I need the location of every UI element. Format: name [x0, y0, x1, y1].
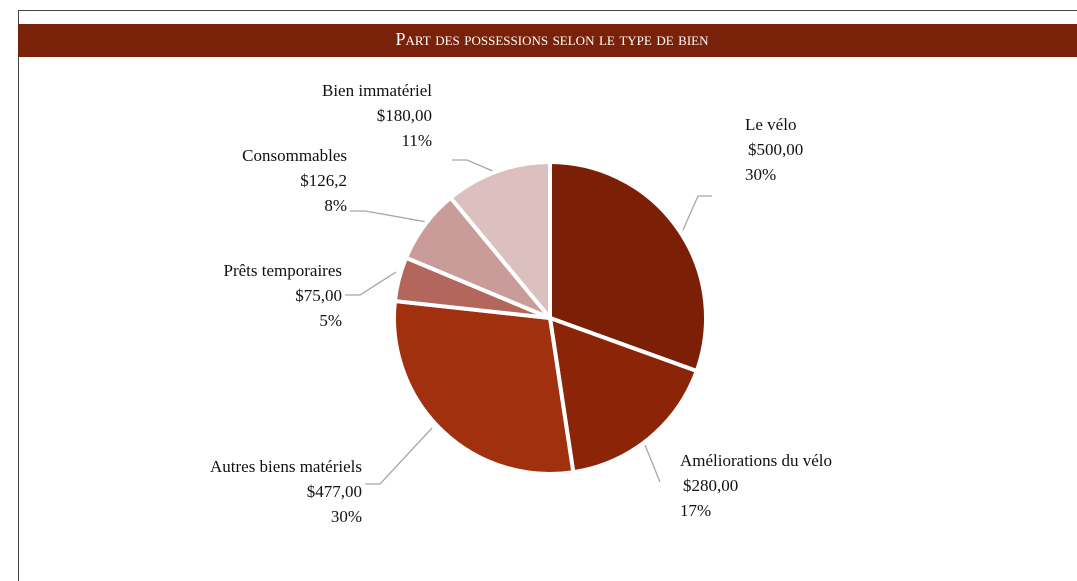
leader-line — [644, 444, 661, 483]
percent-label: 5% — [319, 311, 342, 330]
slice-label: Le vélo — [745, 115, 796, 134]
pie-slice — [548, 316, 699, 475]
pie-slice — [392, 299, 576, 476]
slice-label: Consommables — [242, 146, 347, 165]
percent-label: 8% — [324, 196, 347, 215]
slice-label: Améliorations du vélo — [680, 451, 832, 470]
leader-line — [350, 210, 428, 223]
slice-label: Autres biens matériels — [210, 457, 362, 476]
leader-lines — [345, 159, 712, 485]
slice-label: Bien immatériel — [322, 81, 432, 100]
percent-label: 11% — [401, 131, 432, 150]
frame — [18, 10, 1077, 581]
value-label: $477,00 — [307, 482, 362, 501]
value-label: $500,00 — [748, 140, 803, 159]
pie-slice — [448, 160, 552, 320]
slice-label: Prêts temporaires — [224, 261, 343, 280]
percent-label: 30% — [331, 507, 362, 526]
value-label: $180,00 — [377, 106, 432, 125]
leader-line — [682, 195, 712, 231]
leader-line — [345, 271, 397, 296]
title-bar — [18, 24, 1077, 57]
pie-slice — [548, 160, 708, 374]
value-label: $126,2 — [300, 171, 347, 190]
percent-label: 30% — [745, 165, 776, 184]
value-label: $280,00 — [683, 476, 738, 495]
leader-line — [452, 159, 496, 173]
chart-title: Part des possessions selon le type de bi… — [395, 29, 709, 49]
value-label: $75,00 — [295, 286, 342, 305]
leader-line — [365, 427, 433, 485]
percent-label: 17% — [680, 501, 711, 520]
